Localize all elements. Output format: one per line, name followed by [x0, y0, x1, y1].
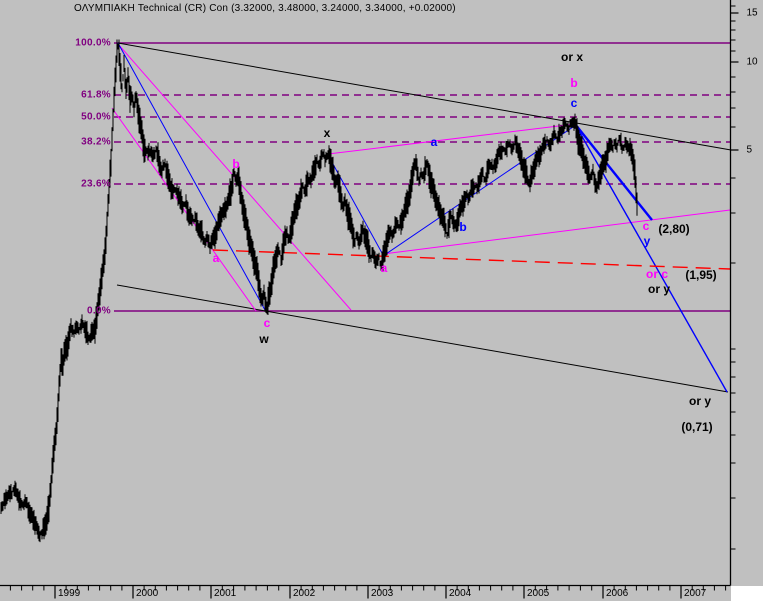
- wave-annotation: a: [380, 261, 388, 275]
- y-axis-label: 15: [746, 7, 758, 19]
- fib-level-label: 100.0%: [75, 37, 111, 49]
- wave-annotation: b: [232, 157, 240, 171]
- wave-annotation: (0,71): [681, 420, 713, 434]
- trendline-magenta-wedge-lower: [382, 209, 731, 255]
- price-series: [0, 39, 638, 543]
- fib-level-label: 50.0%: [81, 111, 111, 123]
- wave-annotation: a: [430, 135, 438, 149]
- x-axis-year-label: 2003: [371, 587, 394, 599]
- wave-annotation: c: [263, 316, 271, 330]
- x-axis-year-label: 2007: [684, 587, 707, 599]
- trendline-magenta-decline-inner: [111, 107, 257, 312]
- wave-annotation: or c: [645, 267, 669, 281]
- fib-level-label: 23.6%: [81, 178, 111, 190]
- wave-annotation: y: [643, 234, 651, 248]
- wave-annotation: c: [642, 219, 650, 233]
- trendline-upper-black-channel: [117, 42, 732, 151]
- x-axis-year-label: 2006: [606, 587, 629, 599]
- trendline-blue-target-280: [574, 123, 653, 221]
- trendline-lower-black-channel: [116, 284, 729, 393]
- fib-level-label: 0.0%: [87, 305, 111, 317]
- trendline-magenta-wedge-upper: [327, 123, 576, 155]
- wave-annotation: or y: [647, 282, 671, 296]
- chart-title: ΟΛΥΜΠΙΑΚΗ Technical (CR) Con (3.32000, 3…: [74, 3, 456, 14]
- y-axis-label: 10: [746, 56, 758, 68]
- wave-annotation: w: [259, 332, 269, 346]
- trendline-blue-x-to-a: [327, 154, 383, 254]
- wave-annotation: b: [570, 76, 578, 90]
- wave-annotation: a: [212, 251, 220, 265]
- x-axis-year-label: 2002: [293, 587, 316, 599]
- x-axis-year-label: 2005: [527, 587, 550, 599]
- wave-annotation: or x: [560, 50, 584, 64]
- scrollbar-corner: [731, 586, 763, 601]
- fib-level-label: 38.2%: [81, 136, 111, 148]
- wave-annotation: c: [570, 96, 578, 110]
- x-axis-year-label: 2004: [449, 587, 472, 599]
- y-axis-label: 5: [746, 144, 753, 156]
- x-axis-year-label: 1999: [58, 587, 81, 599]
- wave-annotation: (1,95): [685, 268, 717, 282]
- trendline-blue-target-071: [574, 123, 728, 393]
- x-axis-year-label: 2001: [214, 587, 237, 599]
- wave-annotation: x: [323, 126, 331, 140]
- wave-annotation: (2,80): [658, 222, 690, 236]
- wave-annotation: or y: [688, 394, 712, 408]
- trendline-blue-wave-c-decline: [117, 42, 266, 311]
- x-axis-year-label: 2000: [136, 587, 159, 599]
- trendline-red-support: [212, 249, 731, 270]
- fib-level-label: 61.8%: [81, 89, 111, 101]
- wave-annotation: b: [459, 220, 467, 234]
